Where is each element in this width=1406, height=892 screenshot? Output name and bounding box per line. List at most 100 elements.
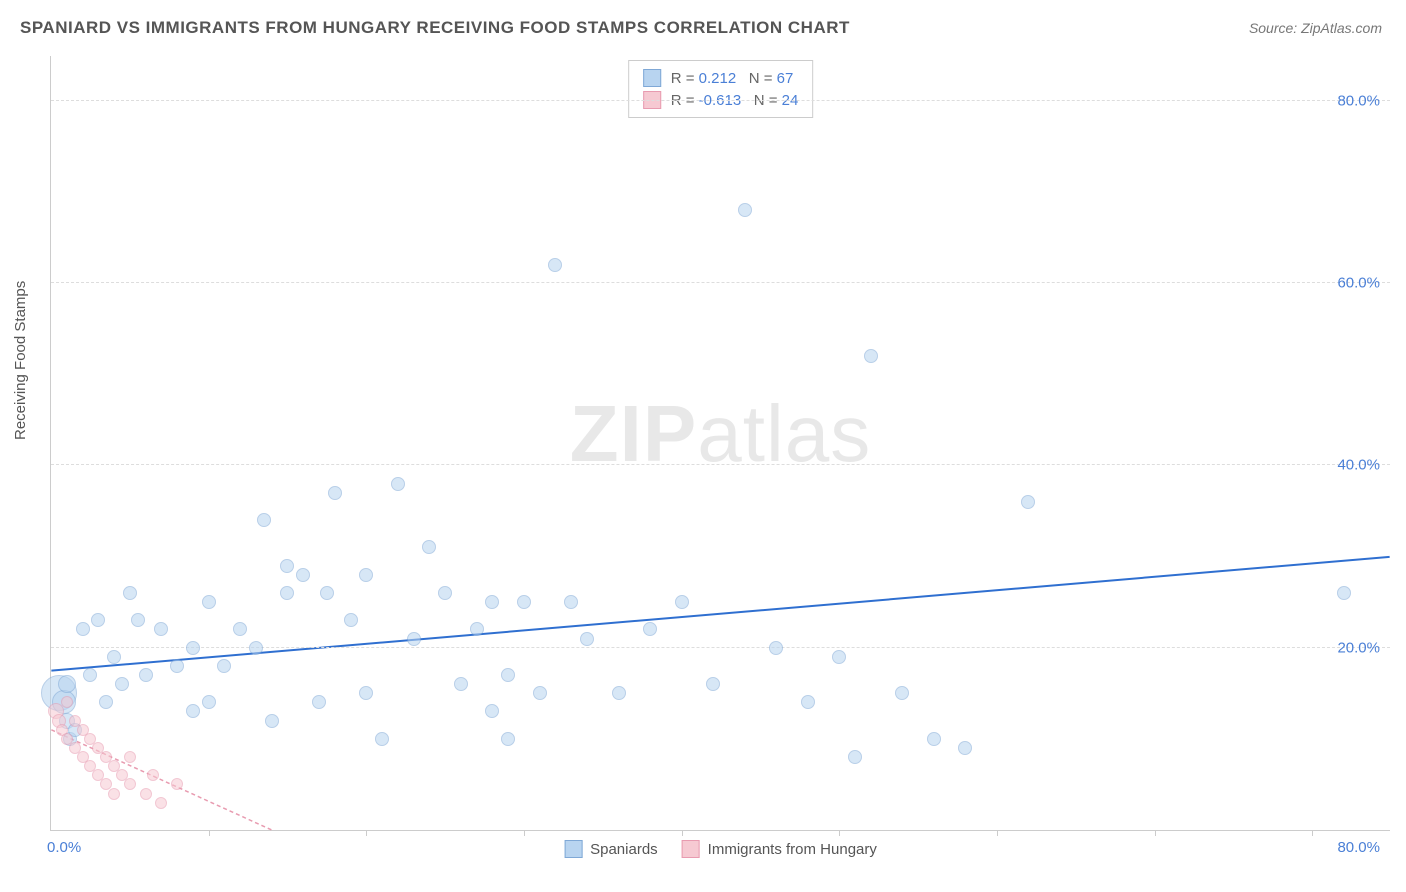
data-point	[848, 750, 862, 764]
data-point	[438, 586, 452, 600]
data-point	[58, 675, 76, 693]
data-point	[548, 258, 562, 272]
ytick-label: 80.0%	[1337, 92, 1380, 109]
data-point	[738, 203, 752, 217]
data-point	[485, 704, 499, 718]
data-point	[675, 595, 689, 609]
correlation-row: R = 0.212 N = 67	[643, 67, 799, 89]
ytick-label: 60.0%	[1337, 274, 1380, 291]
data-point	[312, 695, 326, 709]
data-point	[501, 732, 515, 746]
data-point	[186, 641, 200, 655]
data-point	[217, 659, 231, 673]
data-point	[170, 659, 184, 673]
data-point	[564, 595, 578, 609]
data-point	[140, 788, 152, 800]
gridline	[51, 282, 1390, 283]
data-point	[895, 686, 909, 700]
data-point	[124, 778, 136, 790]
data-point	[202, 695, 216, 709]
data-point	[643, 622, 657, 636]
data-point	[83, 668, 97, 682]
data-point	[375, 732, 389, 746]
y-axis-label: Receiving Food Stamps	[12, 281, 29, 440]
data-point	[517, 595, 531, 609]
xtick	[682, 830, 683, 836]
data-point	[769, 641, 783, 655]
xtick	[524, 830, 525, 836]
data-point	[328, 486, 342, 500]
data-point	[108, 788, 120, 800]
data-point	[139, 668, 153, 682]
legend-swatch	[682, 840, 700, 858]
data-point	[359, 686, 373, 700]
xtick	[1155, 830, 1156, 836]
data-point	[202, 595, 216, 609]
data-point	[171, 778, 183, 790]
legend-swatch	[564, 840, 582, 858]
scatter-chart: ZIPatlas R = 0.212 N = 67R = -0.613 N = …	[50, 56, 1390, 831]
data-point	[1021, 495, 1035, 509]
data-point	[344, 613, 358, 627]
data-point	[501, 668, 515, 682]
data-point	[280, 586, 294, 600]
data-point	[359, 568, 373, 582]
data-point	[265, 714, 279, 728]
legend-item: Spaniards	[564, 840, 658, 858]
data-point	[155, 797, 167, 809]
data-point	[927, 732, 941, 746]
data-point	[958, 741, 972, 755]
xtick-label: 0.0%	[47, 839, 81, 856]
data-point	[123, 586, 137, 600]
data-point	[612, 686, 626, 700]
correlation-legend: R = 0.212 N = 67R = -0.613 N = 24	[628, 60, 814, 118]
xtick-label: 80.0%	[1337, 839, 1380, 856]
data-point	[91, 613, 105, 627]
gridline	[51, 100, 1390, 101]
xtick	[839, 830, 840, 836]
data-point	[407, 632, 421, 646]
data-point	[131, 613, 145, 627]
data-point	[233, 622, 247, 636]
xtick	[997, 830, 998, 836]
correlation-text: R = 0.212 N = 67	[671, 70, 794, 87]
legend-item: Immigrants from Hungary	[682, 840, 877, 858]
data-point	[470, 622, 484, 636]
data-point	[280, 559, 294, 573]
data-point	[61, 696, 73, 708]
ytick-label: 40.0%	[1337, 457, 1380, 474]
chart-title: SPANIARD VS IMMIGRANTS FROM HUNGARY RECE…	[20, 18, 850, 38]
gridline	[51, 464, 1390, 465]
data-point	[454, 677, 468, 691]
data-point	[249, 641, 263, 655]
data-point	[864, 349, 878, 363]
data-point	[1337, 586, 1351, 600]
data-point	[154, 622, 168, 636]
xtick	[1312, 830, 1313, 836]
trend-lines	[51, 56, 1390, 830]
legend-label: Spaniards	[590, 841, 658, 858]
series-legend: Spaniards Immigrants from Hungary	[564, 840, 877, 858]
data-point	[832, 650, 846, 664]
data-point	[580, 632, 594, 646]
data-point	[124, 751, 136, 763]
data-point	[115, 677, 129, 691]
data-point	[99, 695, 113, 709]
legend-swatch	[643, 69, 661, 87]
data-point	[801, 695, 815, 709]
data-point	[296, 568, 310, 582]
data-point	[186, 704, 200, 718]
source-attribution: Source: ZipAtlas.com	[1249, 20, 1382, 36]
data-point	[485, 595, 499, 609]
xtick	[366, 830, 367, 836]
data-point	[533, 686, 547, 700]
legend-label: Immigrants from Hungary	[708, 841, 877, 858]
data-point	[76, 622, 90, 636]
data-point	[107, 650, 121, 664]
data-point	[706, 677, 720, 691]
xtick	[209, 830, 210, 836]
data-point	[147, 769, 159, 781]
data-point	[422, 540, 436, 554]
watermark: ZIPatlas	[570, 388, 871, 480]
ytick-label: 20.0%	[1337, 639, 1380, 656]
